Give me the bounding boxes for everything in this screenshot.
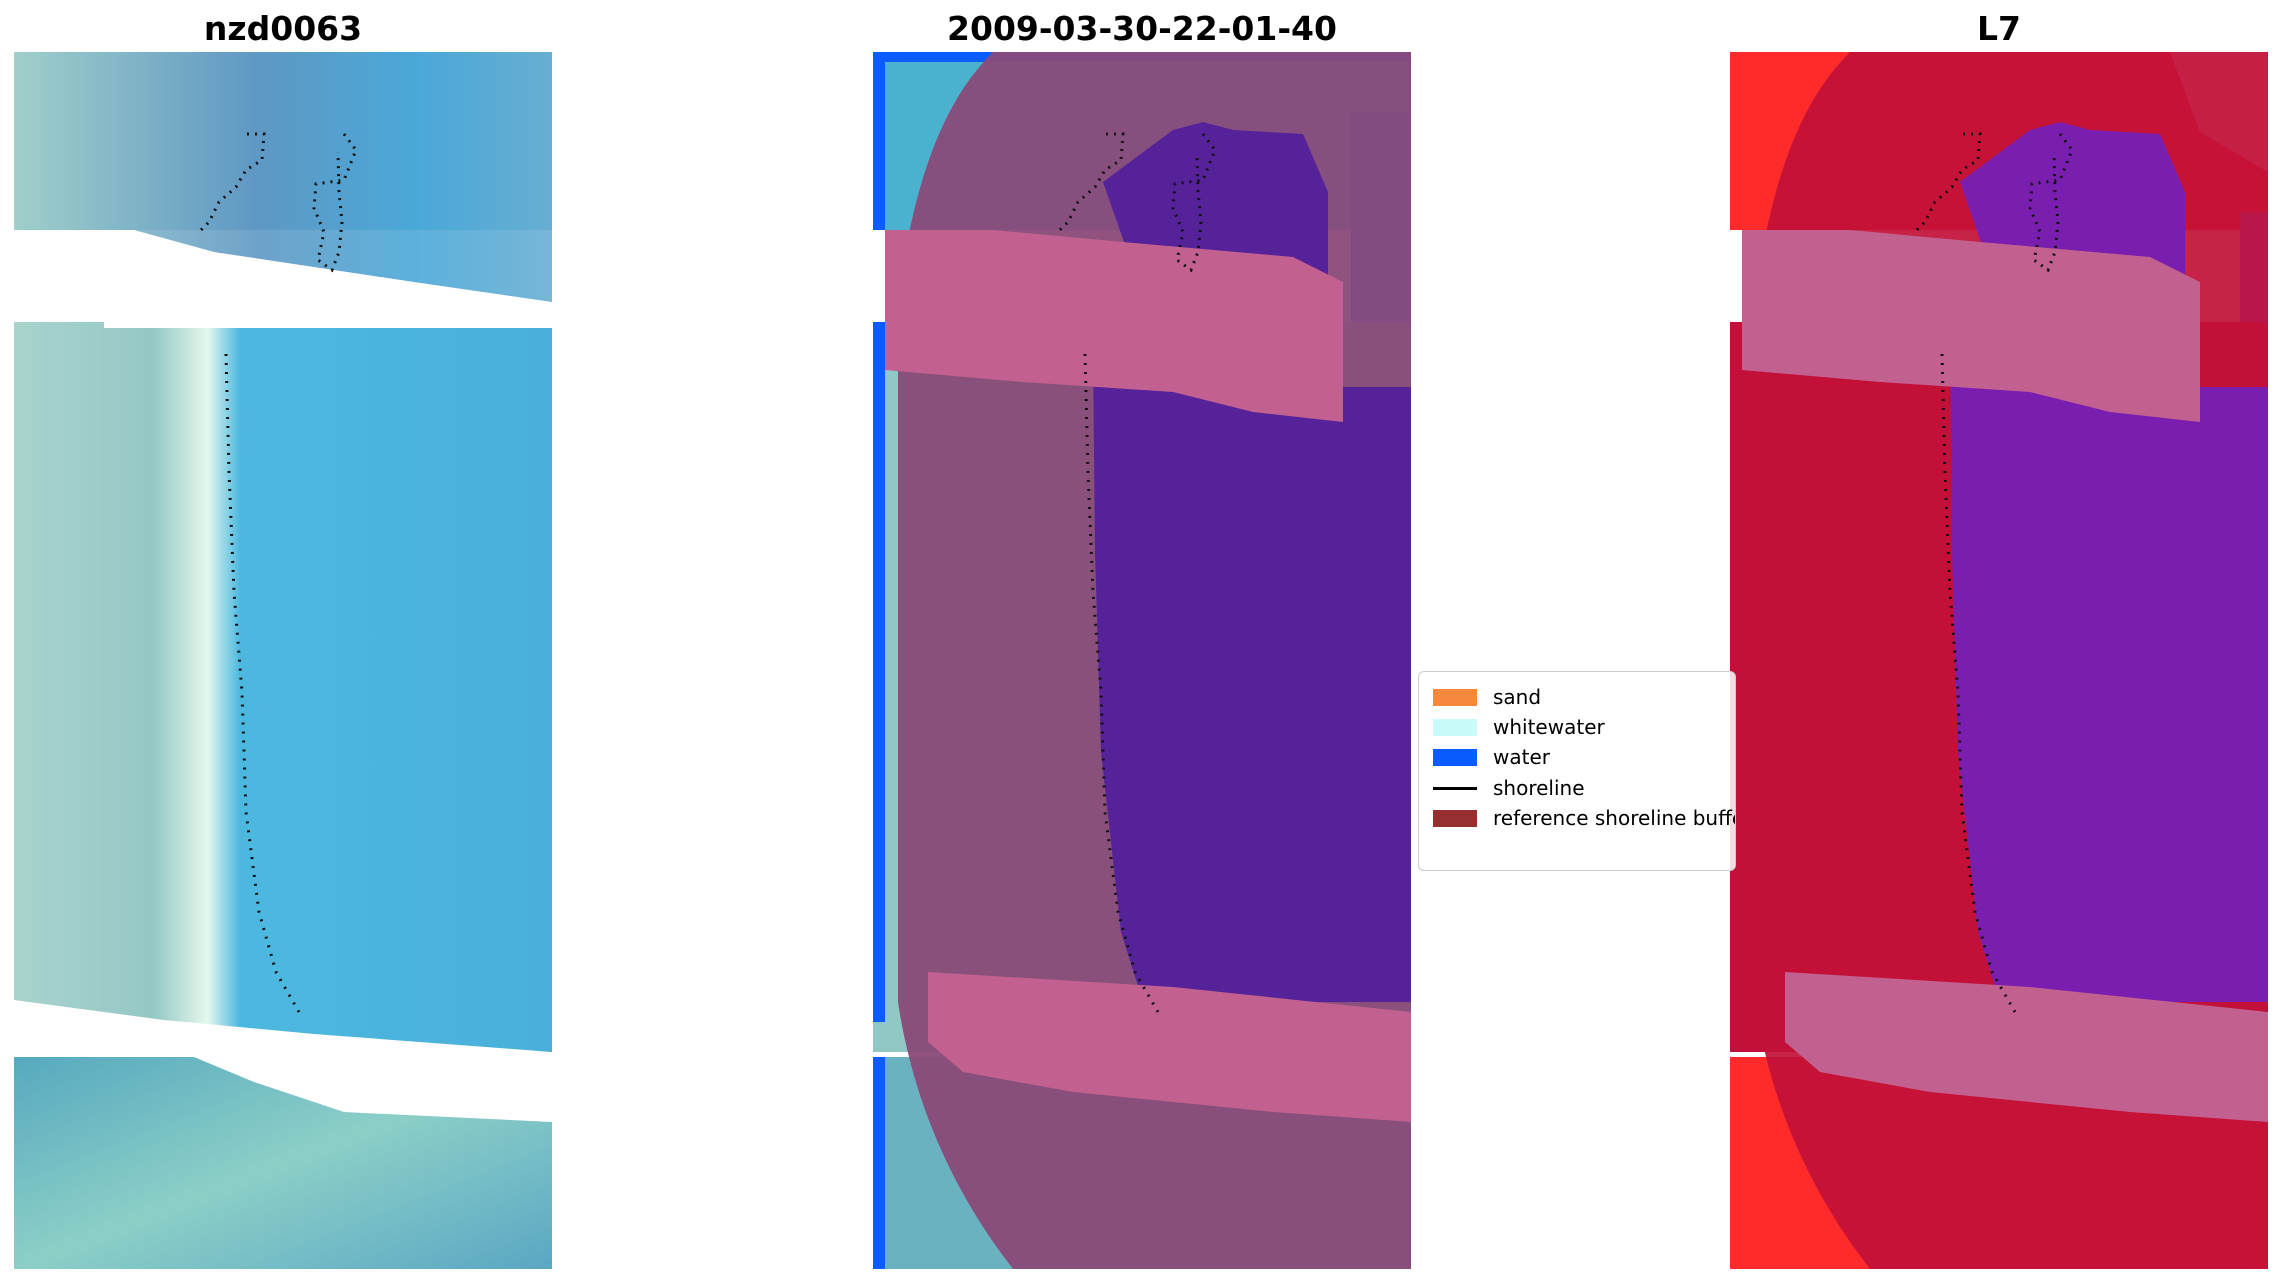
legend-item-shoreline: shoreline <box>1433 775 1585 801</box>
rgb-image <box>14 52 552 1269</box>
sand-swatch <box>1433 688 1477 706</box>
reference-buffer-swatch <box>1433 809 1477 827</box>
panel-title-date: 2009-03-30-22-01-40 <box>947 9 1337 48</box>
shoreline-line <box>312 133 358 273</box>
panel-title-satellite: L7 <box>1977 9 2021 48</box>
legend-label: whitewater <box>1493 715 1605 739</box>
index-image <box>1730 52 2268 1269</box>
legend: sand whitewater water shoreline referenc… <box>1418 671 1736 871</box>
legend-item-reference-buffer: reference shoreline buffer <box>1433 805 1736 831</box>
classification-panel <box>873 52 1411 1269</box>
legend-label: water <box>1493 745 1550 769</box>
legend-item-sand: sand <box>1433 684 1541 710</box>
panel-title-image-name: nzd0063 <box>203 9 363 48</box>
legend-item-whitewater: whitewater <box>1433 714 1605 740</box>
shoreline-swatch <box>1433 786 1477 790</box>
rgb-image-panel <box>14 52 552 1269</box>
whitewater-swatch <box>1433 718 1477 736</box>
legend-label: sand <box>1493 685 1542 709</box>
classification-image <box>873 52 1411 1269</box>
legend-item-water: water <box>1433 744 1550 770</box>
legend-label: shoreline <box>1493 776 1585 800</box>
water-swatch <box>1433 748 1477 766</box>
legend-label: reference shoreline buffer <box>1493 806 1736 830</box>
index-panel <box>1730 52 2268 1269</box>
